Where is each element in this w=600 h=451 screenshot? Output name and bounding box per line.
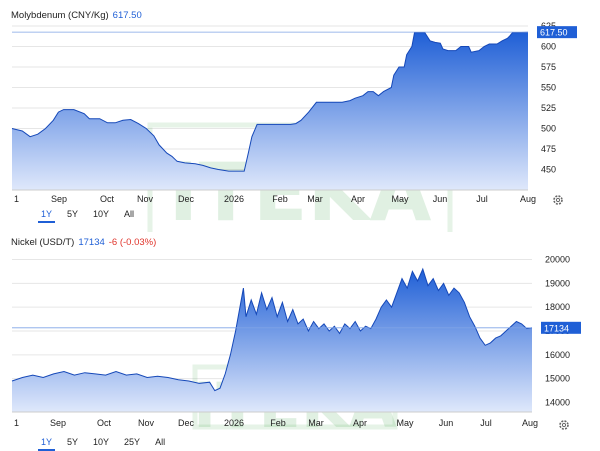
last-price-tag-label: 617.50 bbox=[540, 28, 568, 38]
nickel-last-price: 17134 bbox=[78, 237, 105, 248]
range-button-1y[interactable]: 1Y bbox=[38, 209, 56, 223]
range-button-5y[interactable]: 5Y bbox=[67, 437, 79, 447]
last-price-tag bbox=[541, 321, 581, 334]
nickel-title-row: Nickel (USD/T) 17134 -6 (-0.03%) bbox=[11, 237, 156, 248]
molybdenum-range-selector: 1Y 5Y 10Y All bbox=[38, 209, 146, 223]
y-tick-label: 625 bbox=[541, 21, 556, 31]
range-button-5y[interactable]: 5Y bbox=[67, 209, 79, 219]
price-area bbox=[12, 269, 532, 412]
x-tick-label: Jun bbox=[433, 194, 448, 204]
range-button-all[interactable]: All bbox=[124, 209, 135, 219]
x-tick-label: Jul bbox=[480, 418, 492, 428]
y-tick-label: 20000 bbox=[545, 255, 570, 265]
x-tick-label: Sep bbox=[50, 418, 66, 428]
x-tick-label: Oct bbox=[97, 418, 112, 428]
x-tick-label: Nov bbox=[137, 194, 154, 204]
y-tick-label: 450 bbox=[541, 165, 556, 175]
y-tick-label: 15000 bbox=[545, 374, 570, 384]
y-tick-label: 14000 bbox=[545, 397, 570, 407]
x-tick-label: Aug bbox=[522, 418, 538, 428]
y-tick-label: 475 bbox=[541, 144, 556, 154]
x-tick-label: 2026 bbox=[224, 418, 244, 428]
x-tick-label: Dec bbox=[178, 194, 195, 204]
y-tick-label: 19000 bbox=[545, 278, 570, 288]
molybdenum-last-price: 617.50 bbox=[112, 10, 142, 21]
x-tick-label: 1 bbox=[14, 418, 19, 428]
x-tick-label: 2026 bbox=[224, 194, 244, 204]
x-tick-label: Apr bbox=[353, 418, 367, 428]
x-tick-label: May bbox=[396, 418, 414, 428]
x-tick-label: Oct bbox=[100, 194, 115, 204]
x-tick-label: Apr bbox=[351, 194, 365, 204]
range-button-10y[interactable]: 10Y bbox=[93, 209, 110, 219]
y-tick-label: 500 bbox=[541, 124, 556, 134]
x-tick-label: May bbox=[391, 194, 409, 204]
gear-icon[interactable] bbox=[557, 418, 571, 432]
range-button-1y[interactable]: 1Y bbox=[38, 437, 56, 451]
y-tick-label: 525 bbox=[541, 103, 556, 113]
nickel-price-change: -6 (-0.03%) bbox=[108, 237, 157, 248]
last-price-tag-label: 17134 bbox=[544, 323, 569, 333]
y-tick-label: 575 bbox=[541, 62, 556, 72]
x-tick-label: Aug bbox=[520, 194, 536, 204]
y-tick-label: 18000 bbox=[545, 302, 570, 312]
x-tick-label: Nov bbox=[138, 418, 155, 428]
molybdenum-panel: 450475500525550575600625ITEKA617.501SepO… bbox=[11, 10, 577, 232]
price-line bbox=[11, 267, 533, 392]
x-tick-label: Mar bbox=[307, 194, 323, 204]
price-area bbox=[12, 32, 528, 191]
range-button-10y[interactable]: 10Y bbox=[93, 437, 110, 447]
y-tick-label: 16000 bbox=[545, 350, 570, 360]
price-line bbox=[11, 31, 529, 172]
range-button-25y[interactable]: 25Y bbox=[124, 437, 141, 447]
nickel-range-selector: 1Y 5Y 10Y 25Y All bbox=[38, 437, 177, 451]
x-tick-label: Dec bbox=[178, 418, 195, 428]
x-tick-label: Jul bbox=[476, 194, 488, 204]
nickel-panel: 14000150001600017000180001900020000ITEKA… bbox=[0, 232, 600, 451]
y-tick-label: 600 bbox=[541, 42, 556, 52]
x-tick-label: Jun bbox=[439, 418, 454, 428]
gear-icon[interactable] bbox=[551, 193, 565, 207]
x-tick-label: Sep bbox=[51, 194, 67, 204]
last-price-tag bbox=[537, 26, 577, 39]
molybdenum-title-row: Molybdenum (CNY/Kg) 617.50 bbox=[11, 10, 142, 21]
x-tick-label: 1 bbox=[14, 194, 19, 204]
x-tick-label: Feb bbox=[272, 194, 288, 204]
molybdenum-chart: 450475500525550575600625ITEKA617.501SepO… bbox=[11, 21, 577, 232]
y-tick-label: 550 bbox=[541, 83, 556, 93]
nickel-chart: 14000150001600017000180001900020000ITEKA… bbox=[11, 255, 581, 442]
x-tick-label: Mar bbox=[308, 418, 324, 428]
molybdenum-title: Molybdenum (CNY/Kg) bbox=[11, 10, 109, 21]
x-tick-label: Feb bbox=[270, 418, 286, 428]
nickel-title: Nickel (USD/T) bbox=[11, 237, 75, 248]
range-button-all[interactable]: All bbox=[155, 437, 166, 447]
